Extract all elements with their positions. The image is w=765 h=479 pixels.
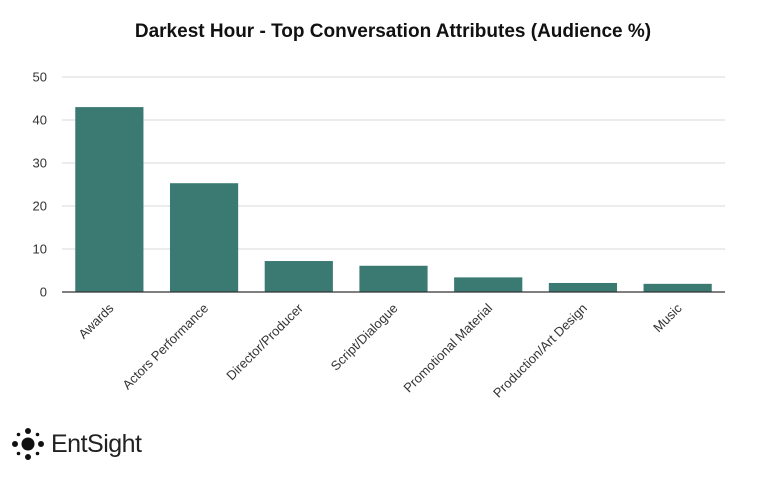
x-tick-label: Director/Producer xyxy=(223,300,306,383)
y-tick-label: 30 xyxy=(33,156,47,171)
chart-title: Darkest Hour - Top Conversation Attribut… xyxy=(135,21,651,42)
x-tick-label: Music xyxy=(650,300,685,335)
x-tick-label: Awards xyxy=(75,300,116,341)
y-tick-label: 40 xyxy=(33,113,47,128)
x-tick-label: Actors Performance xyxy=(119,301,211,393)
y-tick-label: 20 xyxy=(33,199,47,214)
x-tick-label: Script/Dialogue xyxy=(328,301,401,374)
bar-director-producer xyxy=(264,261,333,292)
entsight-logo: EntSight xyxy=(10,426,142,462)
bar-actors-performance xyxy=(169,183,239,292)
bar-production-art-design xyxy=(548,282,618,292)
bar-script-dialogue xyxy=(359,265,428,292)
x-tick-label: Production/Art Design xyxy=(490,301,590,401)
gridlines xyxy=(62,76,725,250)
bars xyxy=(75,107,712,292)
y-tick-label: 0 xyxy=(40,285,47,300)
bar-awards xyxy=(75,107,144,292)
y-tick-label: 10 xyxy=(33,242,47,257)
brand-name: EntSight xyxy=(51,429,142,458)
y-tick-label: 50 xyxy=(33,70,47,85)
x-axis-labels: Awards Actors Performance Director/Produce… xyxy=(75,300,685,400)
bar-music xyxy=(643,283,712,292)
y-axis-ticks: 0 10 20 30 40 50 xyxy=(33,70,47,300)
x-tick-label: Promotional Material xyxy=(400,300,495,395)
bar-promotional-material xyxy=(454,277,523,292)
dots-logo-icon xyxy=(12,428,44,460)
